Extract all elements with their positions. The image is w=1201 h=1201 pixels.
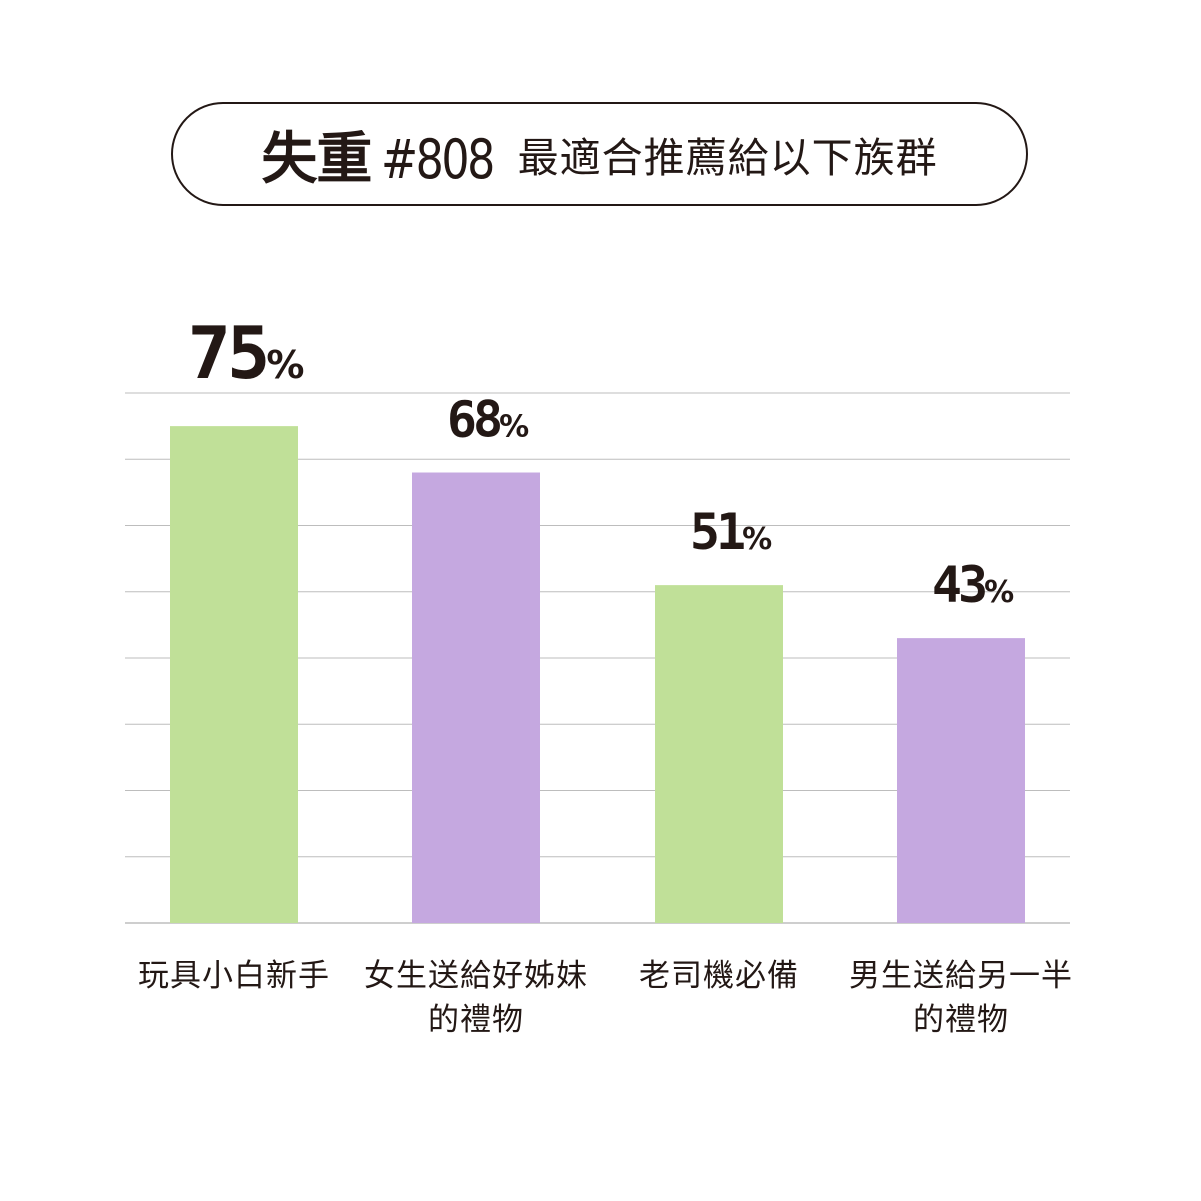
title-subtitle: 最適合推薦給以下族群 [517, 134, 938, 182]
value-label-suffix: % [984, 575, 1014, 610]
value-label: 75% [188, 311, 305, 395]
title-product-number: #808 [381, 127, 495, 191]
value-label-suffix: % [742, 522, 772, 557]
value-label-suffix: % [499, 410, 529, 445]
value-label-number: 51 [690, 503, 744, 561]
category-label: 的禮物 [428, 1002, 524, 1038]
value-label: 68% [447, 391, 529, 449]
value-label-number: 68 [447, 391, 500, 449]
title-product-name: 失重 [261, 126, 372, 192]
value-label-number: 75 [188, 311, 267, 395]
category-label: 玩具小白新手 [138, 958, 330, 994]
category-label: 女生送給好姊妹 [364, 958, 588, 994]
category-label: 老司機必備 [639, 958, 799, 994]
value-label-suffix: % [266, 343, 304, 387]
category-label: 男生送給另一半 [849, 958, 1073, 994]
value-label: 43% [932, 556, 1014, 614]
bar [655, 585, 783, 923]
bar [412, 472, 540, 923]
value-label-number: 43 [932, 556, 985, 614]
bar [897, 638, 1025, 923]
category-label: 的禮物 [913, 1002, 1009, 1038]
value-label: 51% [690, 503, 772, 561]
title-main: 失重 #808 [261, 114, 495, 195]
bar [170, 426, 298, 923]
title-banner: 失重 #808 最適合推薦給以下族群 [171, 102, 1028, 206]
